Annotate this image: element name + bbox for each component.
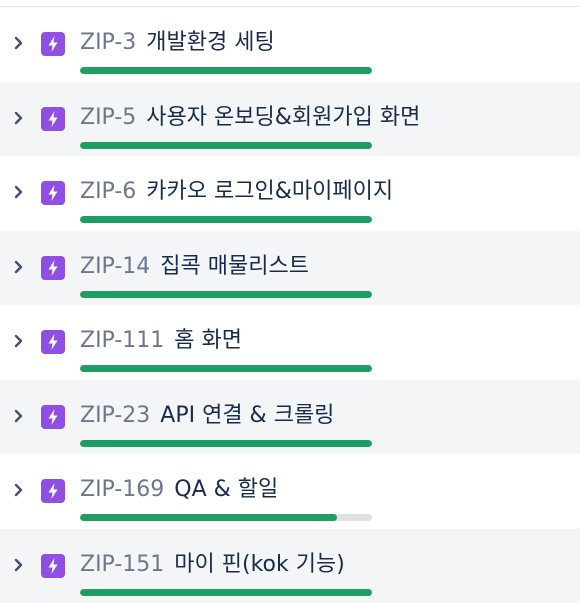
- epic-key[interactable]: ZIP-3: [80, 30, 136, 55]
- epic-key[interactable]: ZIP-151: [80, 552, 164, 577]
- epic-progress-bar: [80, 589, 372, 596]
- epic-progress-bar: [80, 514, 372, 521]
- epic-lightning-icon: [41, 479, 65, 503]
- epic-row[interactable]: ZIP-6 카카오 로그인&마이페이지: [0, 156, 580, 231]
- chevron-right-icon[interactable]: [11, 184, 27, 200]
- chevron-right-icon[interactable]: [11, 110, 27, 126]
- epic-title[interactable]: 마이 핀(kok 기능): [174, 552, 345, 577]
- epic-lightning-icon: [41, 554, 65, 578]
- chevron-right-icon[interactable]: [11, 333, 27, 349]
- epic-progress-bar: [80, 291, 372, 298]
- epic-key[interactable]: ZIP-6: [80, 179, 136, 204]
- epic-lightning-icon: [41, 405, 65, 429]
- epic-row[interactable]: ZIP-169 QA & 할일: [0, 454, 580, 529]
- epic-progress-bar: [80, 440, 372, 447]
- epic-progress-fill: [80, 216, 372, 223]
- epic-title[interactable]: 사용자 온보딩&회원가입 화면: [146, 105, 420, 130]
- epic-key[interactable]: ZIP-169: [80, 477, 164, 502]
- epic-progress-fill: [80, 440, 372, 447]
- epic-title[interactable]: QA & 할일: [174, 477, 278, 502]
- epic-progress-fill: [80, 514, 337, 521]
- epic-lightning-icon: [41, 107, 65, 131]
- epic-lightning-icon: [41, 32, 65, 56]
- epic-progress-bar: [80, 67, 372, 74]
- epic-progress-bar: [80, 365, 372, 372]
- epic-key[interactable]: ZIP-111: [80, 328, 164, 353]
- epic-progress-bar: [80, 142, 372, 149]
- epic-row[interactable]: ZIP-14 집콕 매물리스트: [0, 231, 580, 306]
- chevron-right-icon[interactable]: [11, 557, 27, 573]
- chevron-right-icon[interactable]: [11, 259, 27, 275]
- epic-title[interactable]: 카카오 로그인&마이페이지: [146, 179, 393, 204]
- epic-row[interactable]: ZIP-23 API 연결 & 크롤링: [0, 380, 580, 455]
- epic-progress-fill: [80, 589, 372, 596]
- chevron-right-icon[interactable]: [11, 408, 27, 424]
- chevron-right-icon[interactable]: [11, 482, 27, 498]
- epic-lightning-icon: [41, 181, 65, 205]
- epic-progress-fill: [80, 365, 372, 372]
- epic-progress-fill: [80, 291, 372, 298]
- epic-lightning-icon: [41, 330, 65, 354]
- epic-list: ZIP-3 개발환경 세팅 ZIP-5 사용자 온보딩&회원가입 화면 ZIP-6 카…: [0, 7, 580, 603]
- epic-key[interactable]: ZIP-23: [80, 403, 150, 428]
- epic-title[interactable]: API 연결 & 크롤링: [160, 403, 334, 428]
- epic-title[interactable]: 홈 화면: [174, 328, 242, 353]
- epic-progress-fill: [80, 142, 372, 149]
- epic-lightning-icon: [41, 256, 65, 280]
- epic-key[interactable]: ZIP-5: [80, 105, 136, 130]
- epic-row[interactable]: ZIP-5 사용자 온보딩&회원가입 화면: [0, 82, 580, 157]
- epic-row[interactable]: ZIP-3 개발환경 세팅: [0, 7, 580, 82]
- epic-progress-fill: [80, 67, 372, 74]
- epic-title[interactable]: 개발환경 세팅: [146, 30, 274, 55]
- epic-progress-bar: [80, 216, 372, 223]
- epic-row[interactable]: ZIP-111 홈 화면: [0, 305, 580, 380]
- epic-key[interactable]: ZIP-14: [80, 254, 150, 279]
- epic-title[interactable]: 집콕 매물리스트: [160, 254, 309, 279]
- chevron-right-icon[interactable]: [11, 35, 27, 51]
- epic-row[interactable]: ZIP-151 마이 핀(kok 기능): [0, 529, 580, 603]
